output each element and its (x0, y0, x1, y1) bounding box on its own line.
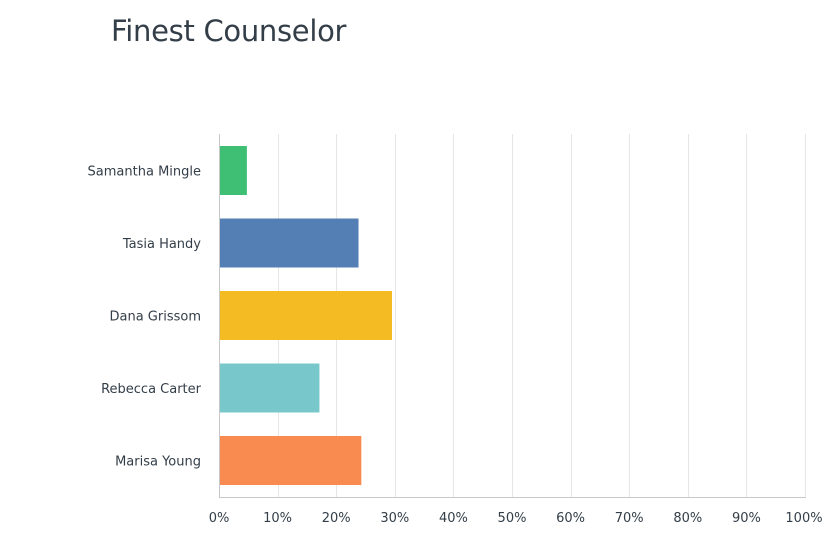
category-labels: Samantha Mingle Tasia Handy Dana Grissom Re… (88, 165, 202, 470)
category-label: Samantha Mingle (88, 165, 201, 180)
category-label: Rebecca Carter (101, 382, 202, 397)
tick-labels: 0% 10% 20% 30% 40% 50% 60% 70% 80% 90% 100% (209, 511, 823, 526)
x-tick-label: 90% (732, 511, 761, 526)
x-tick-label: 70% (615, 511, 644, 526)
category-label: Dana Grissom (109, 310, 201, 325)
bar (219, 291, 392, 340)
x-tick-label: 100% (785, 511, 822, 526)
bar (219, 218, 359, 268)
category-label: Tasia Handy (122, 237, 201, 252)
x-tick-label: 20% (322, 511, 351, 526)
x-tick-label: 60% (556, 511, 585, 526)
x-tick-label: 40% (439, 511, 468, 526)
x-tick-label: 50% (498, 511, 527, 526)
bar (219, 146, 247, 195)
x-tick-label: 30% (380, 511, 409, 526)
bar (219, 363, 320, 413)
x-tick-label: 0% (209, 511, 230, 526)
chart-title: Finest Counselor (111, 14, 347, 48)
x-tick-label: 10% (263, 511, 292, 526)
axes (219, 134, 806, 498)
bars (219, 146, 392, 485)
category-label: Marisa Young (115, 455, 201, 470)
x-tick-label: 80% (673, 511, 702, 526)
bar (219, 436, 362, 485)
